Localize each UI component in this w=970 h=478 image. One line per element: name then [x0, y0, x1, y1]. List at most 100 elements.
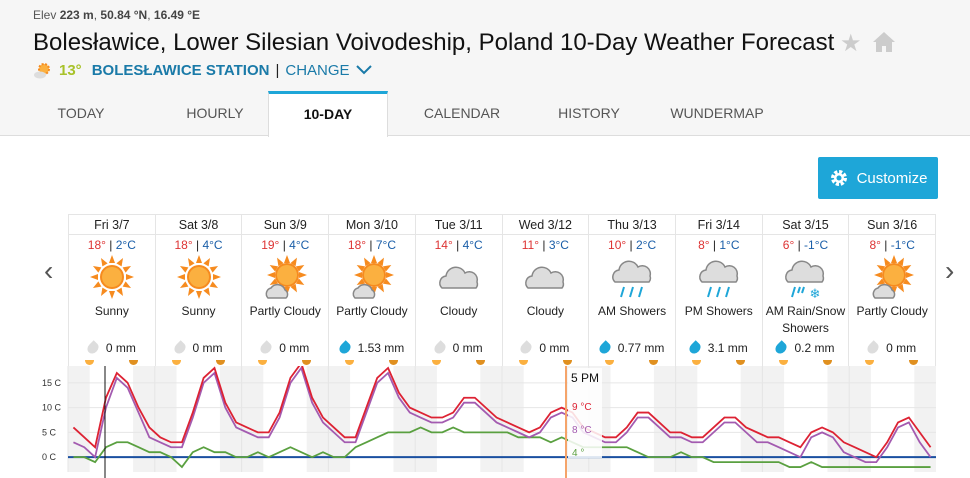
partly-cloudy-icon — [349, 254, 395, 300]
night-band — [306, 366, 329, 472]
y-tick-label: 5 C — [42, 427, 57, 437]
day-column[interactable]: Sat 3/15 6° | -1°C ❄ AM Rain/Snow Shower… — [761, 215, 849, 369]
elevation-coords: Elev 223 m, 50.84 °N, 16.49 °E — [33, 8, 201, 22]
day-name: Sun 3/9 — [242, 215, 329, 235]
raindrop-icon — [431, 340, 448, 356]
day-temps: 19° | 4°C — [261, 238, 310, 252]
precip: 3.1 mm — [676, 340, 762, 356]
tab-today[interactable]: TODAY — [57, 105, 105, 121]
home-icon[interactable] — [872, 31, 896, 53]
sunset-icon — [562, 360, 572, 365]
low-temp: 2°C — [115, 238, 136, 252]
day-column[interactable]: Thu 3/13 10° | 2°C AM Showers 0.77 mm — [588, 215, 675, 369]
precip: 0 mm — [156, 340, 242, 356]
page-title: Bolesławice, Lower Silesian Voivodeship,… — [33, 29, 835, 56]
hover-tooltip — [568, 368, 602, 458]
precip-amount: 0 mm — [452, 341, 483, 355]
sunset-icon — [215, 360, 225, 365]
night-band — [675, 366, 698, 472]
precip: 0 mm — [503, 340, 589, 356]
sunny-icon — [89, 254, 135, 300]
night-band — [740, 366, 763, 472]
separator: | — [275, 61, 280, 79]
day-temps: 6° | -1°C — [782, 238, 829, 252]
night-band — [914, 366, 936, 472]
partly-cloudy-icon — [34, 63, 50, 79]
precip-amount: 0 mm — [886, 341, 917, 355]
cloudy-icon — [436, 254, 482, 300]
high-temp: 11° — [521, 238, 540, 252]
low-temp: 2°C — [635, 238, 657, 252]
high-temp: 10° — [608, 238, 627, 252]
sunrise-icon — [865, 360, 875, 365]
day-temps: 8° | 1°C — [698, 238, 740, 252]
sunset-icon — [302, 360, 312, 365]
precip: 0 mm — [416, 340, 502, 356]
precip: 0 mm — [242, 340, 328, 356]
day-column[interactable]: Tue 3/11 14° | 4°C Cloudy 0 mm — [414, 215, 502, 369]
day-name: Sat 3/15 — [762, 215, 849, 235]
precip-amount: 0 mm — [279, 341, 310, 355]
tab-hourly[interactable]: HOURLY — [186, 105, 244, 121]
day-column[interactable]: Wed 3/12 11° | 3°C Cloudy 0 mm — [501, 215, 589, 369]
gear-icon — [830, 170, 847, 186]
condition: AM Showers — [598, 304, 667, 318]
high-temp: 6° — [782, 238, 795, 252]
day-name: Sat 3/8 — [155, 215, 242, 235]
sunset-icon — [389, 360, 399, 365]
condition: Cloudy — [439, 304, 478, 318]
sunrise-icon — [778, 360, 788, 365]
tab-wundermap[interactable]: WUNDERMAP — [670, 105, 764, 121]
night-band — [154, 366, 177, 472]
sunrise-icon — [605, 360, 615, 365]
condition: Partly Cloudy — [336, 304, 408, 318]
day-column[interactable]: Sat 3/8 18° | 4°C Sunny 0 mm — [154, 215, 242, 369]
day-column[interactable]: Mon 3/10 18° | 7°C Partly Cloudy 1.53 mm — [328, 215, 415, 369]
chevron-down-icon[interactable] — [355, 65, 372, 75]
day-column[interactable]: Fri 3/7 18° | 2°C Sunny 0 mm — [68, 215, 155, 369]
day-temps: 14° | 4°C — [434, 238, 483, 252]
latitude: 50.84 °N — [100, 8, 148, 22]
raindrop-icon — [258, 340, 275, 356]
favorite-star-icon[interactable]: ★ — [840, 30, 862, 57]
tab-history[interactable]: HISTORY — [558, 105, 620, 121]
sunset-icon — [735, 360, 745, 365]
day-column[interactable]: Fri 3/14 8° | 1°C PM Showers 3.1 mm — [674, 215, 762, 369]
night-band — [328, 366, 351, 472]
day-name: Tue 3/11 — [415, 215, 502, 235]
y-tick-label: 15 C — [42, 378, 62, 388]
change-station-link[interactable]: CHANGE — [285, 61, 350, 79]
day-name: Fri 3/14 — [675, 215, 762, 235]
sunrise-icon — [691, 360, 701, 365]
condition: PM Showers — [684, 304, 753, 318]
elev-label: Elev — [33, 8, 57, 22]
customize-button[interactable]: Customize — [818, 157, 938, 199]
day-column[interactable]: Sun 3/9 19° | 4°C Partly Cloudy 0 mm — [241, 215, 329, 369]
precip-amount: 0.2 mm — [794, 341, 835, 355]
raindrop-icon — [85, 340, 101, 356]
temperature-chart: 15 C 10 C 5 C 0 C 9 °C 8 °C 4 ° 5 PM — [42, 366, 936, 478]
tab-calendar[interactable]: CALENDAR — [423, 105, 501, 121]
high-temp: 18° — [174, 238, 193, 252]
high-temp: 18° — [347, 238, 367, 252]
precip: 0.77 mm — [589, 340, 675, 356]
showers-icon — [609, 254, 655, 300]
showers-icon — [696, 254, 742, 300]
sunrise-icon — [345, 360, 355, 365]
next-arrow-icon[interactable]: › — [945, 255, 955, 286]
day-name: Fri 3/7 — [69, 215, 155, 235]
day-column[interactable]: Sun 3/16 8° | -1°C Partly Cloudy 0 mm — [848, 215, 937, 369]
night-band — [762, 366, 785, 472]
raindrop-icon — [686, 340, 703, 356]
low-temp: 4°C — [462, 238, 483, 252]
day-name: Thu 3/13 — [589, 215, 675, 235]
precip: 0 mm — [69, 340, 155, 356]
condition: Sunny — [181, 304, 216, 318]
sunset-icon — [822, 360, 832, 365]
prev-arrow-icon[interactable]: ‹ — [44, 255, 54, 286]
low-temp: 7°C — [375, 238, 396, 252]
tab-10-day[interactable]: 10-DAY — [268, 91, 388, 137]
station-name[interactable]: BOLESŁAWICE STATION — [91, 61, 270, 79]
night-band — [241, 366, 264, 472]
sunset-icon — [909, 360, 919, 365]
